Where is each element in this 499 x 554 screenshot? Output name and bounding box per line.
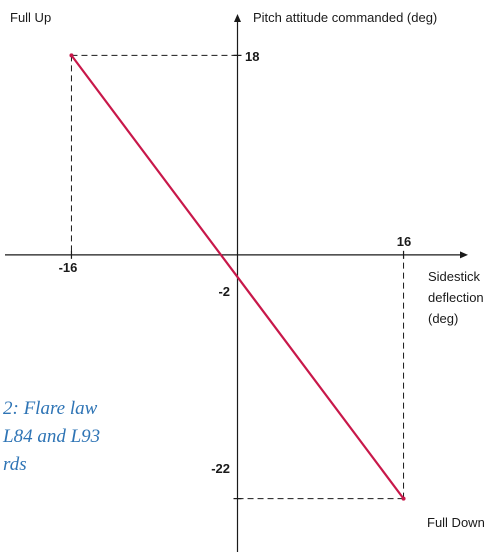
caption-fragment-line-2: L84 and L93 bbox=[2, 426, 100, 447]
x-tick-minus-16: -16 bbox=[59, 260, 78, 275]
x-axis-label-line-3: (deg) bbox=[428, 311, 458, 326]
x-axis-arrow bbox=[460, 251, 468, 259]
caption-fragment-line-3: rds bbox=[3, 454, 27, 475]
series-point-0-1 bbox=[401, 496, 406, 501]
y-tick-18: 18 bbox=[245, 49, 259, 64]
y-tick-minus-2: -2 bbox=[218, 284, 230, 299]
caption-fragment-line-1: 2: Flare law bbox=[3, 398, 98, 419]
series-line-0 bbox=[70, 54, 405, 500]
x-axis-label-line-2: deflection bbox=[428, 290, 484, 305]
y-tick-minus-22: -22 bbox=[211, 461, 230, 476]
y-axis-label: Pitch attitude commanded (deg) bbox=[253, 10, 437, 25]
corner-label-full-down: Full Down bbox=[427, 515, 485, 530]
axes bbox=[5, 14, 468, 552]
series-point-0-0 bbox=[69, 53, 74, 58]
y-axis-arrow bbox=[234, 14, 241, 22]
x-axis-label-line-1: Sidestick bbox=[428, 269, 481, 284]
series-layer bbox=[69, 53, 406, 501]
dashed-guides bbox=[70, 54, 405, 500]
corner-label-full-up: Full Up bbox=[10, 10, 51, 25]
x-tick-16: 16 bbox=[397, 234, 411, 249]
